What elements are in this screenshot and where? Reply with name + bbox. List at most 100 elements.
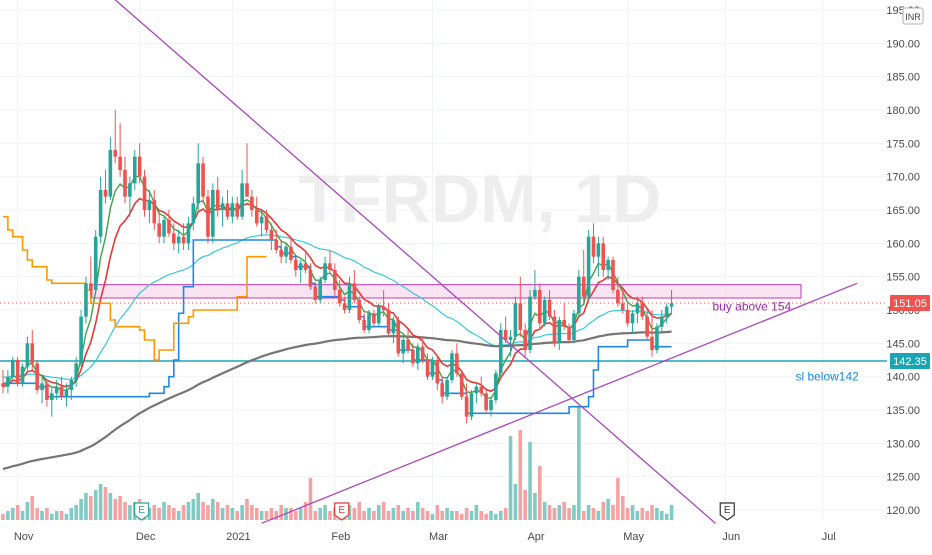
candle-body bbox=[235, 203, 240, 217]
volume-bar bbox=[103, 487, 108, 520]
candle-body bbox=[606, 260, 610, 270]
candle-body bbox=[523, 330, 527, 350]
volume-bar bbox=[191, 499, 196, 520]
volume-bar bbox=[391, 508, 396, 520]
candle-body bbox=[440, 383, 444, 397]
earnings-marker-shape bbox=[134, 502, 150, 521]
candle-body bbox=[298, 263, 303, 270]
volume-bar bbox=[606, 499, 610, 520]
volume-bar bbox=[50, 514, 54, 520]
volume-bar bbox=[557, 505, 562, 520]
candle-body bbox=[391, 320, 396, 334]
price-axis[interactable]: 120.00125.00130.00135.00140.00145.00150.… bbox=[886, 5, 930, 517]
volume-bar bbox=[220, 508, 225, 520]
candle-body bbox=[69, 380, 74, 390]
candle-body bbox=[25, 343, 30, 367]
volume-bar bbox=[591, 508, 596, 520]
price-tick-label: 140.00 bbox=[886, 372, 920, 384]
candle-body bbox=[386, 310, 391, 334]
volume-bar bbox=[518, 430, 523, 520]
volume-bar bbox=[459, 514, 464, 520]
volume-bar bbox=[167, 505, 171, 520]
candle-body bbox=[420, 346, 425, 360]
volume-bar bbox=[533, 493, 537, 520]
price-tick-label: 185.00 bbox=[886, 72, 920, 84]
candle-body bbox=[264, 216, 269, 230]
candle-body bbox=[616, 290, 620, 304]
volume-bar bbox=[645, 511, 649, 520]
volume-bar bbox=[425, 511, 430, 520]
volume-bar bbox=[6, 511, 10, 520]
candle-body bbox=[362, 320, 366, 330]
volume-bar bbox=[494, 514, 498, 520]
candle-body bbox=[6, 376, 10, 387]
volume-bar bbox=[64, 514, 69, 520]
candle-body bbox=[74, 363, 78, 380]
earnings-marker: E bbox=[719, 502, 735, 521]
candle-body bbox=[108, 150, 113, 197]
volume-bar bbox=[572, 505, 576, 520]
volume-bar bbox=[581, 511, 586, 520]
candle-body bbox=[625, 310, 630, 324]
candle-body bbox=[245, 183, 249, 197]
candle-body bbox=[45, 383, 49, 400]
candle-body bbox=[552, 316, 557, 344]
volume-bar bbox=[367, 508, 371, 520]
annotation-layer: buy above 154 sl below142 bbox=[712, 300, 859, 384]
volume-bar bbox=[176, 511, 181, 520]
candle-body bbox=[274, 240, 279, 250]
volume-bar bbox=[347, 505, 352, 520]
volume-bar bbox=[45, 508, 49, 520]
currency-badge-label: INR bbox=[905, 12, 921, 22]
volume-bar bbox=[474, 505, 479, 520]
time-tick-label: Dec bbox=[136, 531, 156, 543]
candle-body bbox=[611, 260, 615, 290]
volume-bar bbox=[98, 484, 103, 520]
volume-bar bbox=[601, 502, 606, 520]
volume-bar bbox=[357, 502, 362, 520]
volume-bar bbox=[464, 508, 469, 520]
candle-body bbox=[547, 300, 552, 317]
candle-body bbox=[206, 196, 210, 237]
price-tick-label: 170.00 bbox=[886, 172, 920, 184]
volume-bar bbox=[381, 502, 386, 520]
candle-body bbox=[347, 283, 352, 310]
volume-bar bbox=[650, 505, 654, 520]
volume-bar bbox=[616, 478, 620, 520]
price-tick-label: 120.00 bbox=[886, 505, 920, 517]
volume-bar bbox=[352, 508, 357, 520]
volume-bar bbox=[89, 496, 93, 520]
volume-bar bbox=[225, 505, 230, 520]
symbol-watermark: TFRDM, 1D bbox=[299, 161, 662, 237]
candle-body bbox=[84, 283, 88, 317]
candle-body bbox=[572, 313, 576, 340]
earnings-marker: E bbox=[334, 502, 350, 521]
volume-bar bbox=[40, 511, 44, 520]
candle-body bbox=[15, 360, 20, 384]
earnings-marker: E bbox=[134, 502, 150, 521]
candle-body bbox=[581, 276, 586, 297]
time-tick-label: Jun bbox=[722, 531, 740, 543]
price-tick-label: 145.00 bbox=[886, 338, 920, 350]
candle-body bbox=[455, 353, 459, 374]
volume-bar bbox=[303, 502, 308, 520]
volume-bar bbox=[240, 505, 244, 520]
time-axis[interactable]: Nov Dec 2021 Feb Mar Apr May Jun Jul bbox=[14, 531, 836, 543]
volume-bar bbox=[445, 508, 449, 520]
candle-body bbox=[650, 336, 654, 350]
volume-bar bbox=[664, 514, 669, 520]
zone-layer bbox=[0, 284, 887, 362]
volume-bar bbox=[596, 511, 601, 520]
candle-body bbox=[1, 383, 5, 387]
candle-body bbox=[10, 360, 15, 377]
candle-body bbox=[240, 183, 244, 217]
volume-bar bbox=[298, 508, 303, 520]
currency-badge[interactable]: INR bbox=[902, 7, 924, 25]
volume-bar bbox=[172, 508, 176, 520]
candle-body bbox=[50, 393, 54, 400]
volume-bar bbox=[108, 493, 113, 520]
volume-bar bbox=[20, 511, 25, 520]
